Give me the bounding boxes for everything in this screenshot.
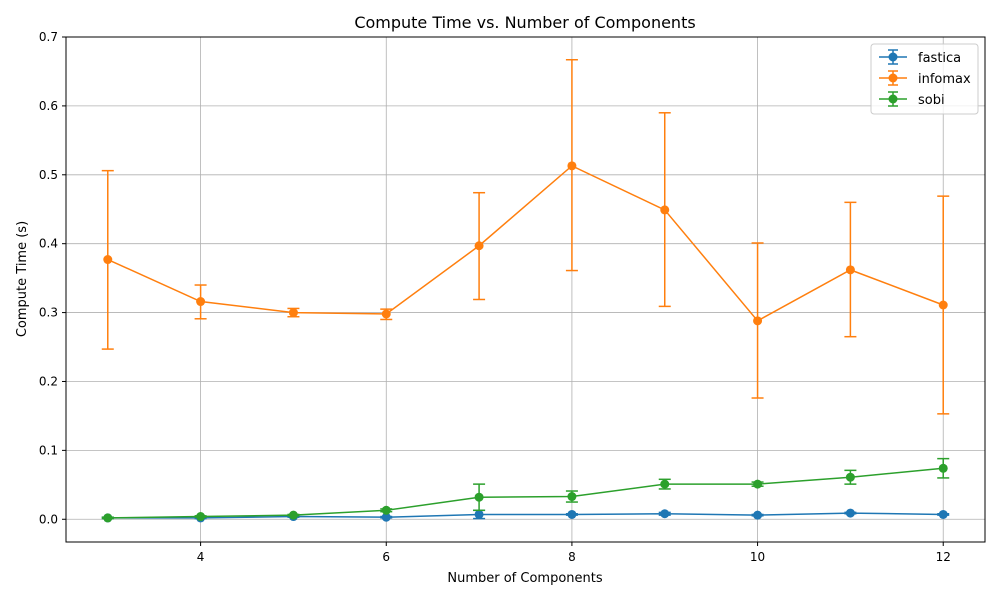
data-point-infomax <box>567 161 577 171</box>
data-point-fastica <box>845 508 855 518</box>
data-point-fastica <box>381 512 391 522</box>
data-point-sobi <box>845 472 855 482</box>
data-point-infomax <box>753 316 763 326</box>
x-tick-label: 10 <box>750 550 765 564</box>
data-point-sobi <box>381 505 391 515</box>
x-axis-label: Number of Components <box>447 571 602 586</box>
data-point-fastica <box>567 509 577 519</box>
data-point-sobi <box>567 492 577 502</box>
y-axis-label: Compute Time (s) <box>15 221 30 337</box>
data-point-fastica <box>660 509 670 519</box>
y-tick-label: 0.3 <box>39 306 58 320</box>
legend-marker-fastica <box>888 52 898 62</box>
data-point-sobi <box>660 479 670 489</box>
data-point-infomax <box>474 241 484 251</box>
x-tick-label: 12 <box>936 550 951 564</box>
chart-title: Compute Time vs. Number of Components <box>354 13 695 32</box>
grid-layer <box>66 36 985 542</box>
data-point-infomax <box>660 205 670 215</box>
data-point-sobi <box>288 510 298 520</box>
legend-label-sobi: sobi <box>918 93 945 108</box>
data-point-sobi <box>196 512 206 522</box>
legend: fastica infomax sobi <box>870 43 979 115</box>
series-line-fastica <box>107 512 944 519</box>
data-point-sobi <box>103 513 113 523</box>
data-point-sobi <box>753 479 763 489</box>
y-tick-label: 0.5 <box>39 168 58 182</box>
data-point-fastica <box>753 510 763 520</box>
y-tick-label: 0.7 <box>39 30 58 44</box>
x-tick-label: 4 <box>197 550 205 564</box>
data-point-infomax <box>288 308 298 318</box>
series-line-sobi <box>107 467 944 519</box>
series-line-infomax <box>107 164 944 322</box>
legend-marker-sobi <box>888 94 898 104</box>
tick-layer: 4 6 8 10 12 0.0 0.1 0.2 0.3 0.4 0.5 0.6 0.7 <box>39 30 951 564</box>
y-tick-label: 0.6 <box>39 99 58 113</box>
data-point-infomax <box>938 300 948 310</box>
data-point-fastica <box>938 509 948 519</box>
data-point-infomax <box>381 309 391 319</box>
plot-frame <box>65 36 986 543</box>
y-tick-label: 0.2 <box>39 374 58 388</box>
series-infomax <box>101 58 950 415</box>
data-point-infomax <box>845 265 855 275</box>
data-point-fastica <box>474 509 484 519</box>
legend-box <box>870 43 979 115</box>
data-point-sobi <box>474 492 484 502</box>
y-tick-label: 0.4 <box>39 237 58 251</box>
y-tick-label: 0.0 <box>39 512 58 526</box>
series-sobi <box>101 457 950 523</box>
data-point-sobi <box>938 463 948 473</box>
data-point-infomax <box>103 255 113 265</box>
series-layer <box>101 58 950 523</box>
legend-marker-infomax <box>888 73 898 83</box>
legend-label-infomax: infomax <box>918 72 971 87</box>
legend-label-fastica: fastica <box>918 51 961 66</box>
y-tick-label: 0.1 <box>39 443 58 457</box>
x-tick-label: 8 <box>568 550 576 564</box>
data-point-infomax <box>196 297 206 307</box>
x-tick-label: 6 <box>382 550 390 564</box>
